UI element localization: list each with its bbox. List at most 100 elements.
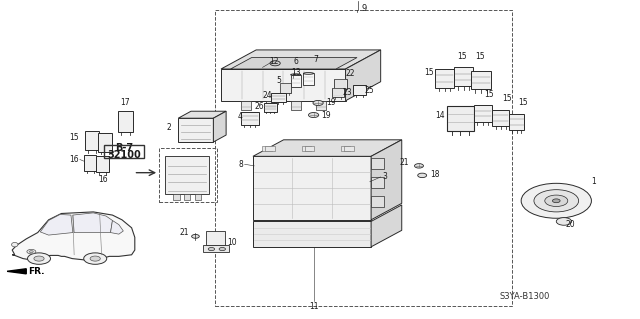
Bar [241,101,251,110]
Circle shape [28,253,51,264]
Text: 2: 2 [166,123,172,132]
Bar [341,146,350,152]
Bar [266,101,276,110]
Circle shape [34,256,44,261]
Bar [371,177,384,188]
Bar [262,146,271,152]
Bar [264,103,276,112]
Circle shape [27,249,36,254]
Circle shape [521,183,591,218]
Bar [371,196,384,207]
Polygon shape [111,220,124,234]
Bar [271,93,285,102]
Text: 15: 15 [484,90,494,99]
Polygon shape [213,111,226,142]
Text: 22: 22 [346,69,355,78]
Text: 9: 9 [362,4,367,13]
Text: 15: 15 [457,52,467,61]
Bar [492,110,509,126]
Polygon shape [371,140,402,220]
Polygon shape [230,57,357,69]
Polygon shape [178,118,213,142]
Circle shape [415,164,424,168]
Polygon shape [221,50,381,69]
Circle shape [418,173,427,178]
Bar [280,83,291,93]
Bar [305,146,314,152]
Bar [435,69,454,88]
Circle shape [270,61,280,66]
Bar [85,131,99,150]
Circle shape [219,248,225,251]
Polygon shape [371,205,402,247]
Polygon shape [253,156,371,220]
Bar [454,67,473,86]
Bar [266,146,275,152]
Bar [291,101,301,110]
Bar [159,148,216,202]
Ellipse shape [291,74,301,76]
Polygon shape [178,111,226,118]
Bar [203,245,228,252]
Text: 23: 23 [342,88,352,97]
Text: S3YA-B1300: S3YA-B1300 [499,292,550,301]
Text: 21: 21 [180,228,189,237]
Text: 15: 15 [475,52,484,61]
Circle shape [84,253,107,264]
Text: 25: 25 [365,86,374,95]
Circle shape [90,256,100,261]
Bar [241,112,259,125]
Circle shape [552,199,560,203]
Bar [371,158,384,169]
Text: 21: 21 [400,158,410,167]
Text: 19: 19 [326,99,336,108]
Text: 19: 19 [321,111,331,120]
Text: 4: 4 [237,112,242,121]
Bar [291,75,301,87]
Bar [353,85,366,95]
Circle shape [308,113,319,118]
Polygon shape [166,156,209,195]
Bar [303,73,314,85]
Bar [184,195,190,200]
Bar [195,195,201,200]
Ellipse shape [303,72,314,74]
Text: 16: 16 [69,155,79,164]
Circle shape [29,251,33,253]
Text: 10: 10 [227,238,237,247]
Polygon shape [12,212,135,260]
Circle shape [556,218,572,225]
Ellipse shape [12,242,18,247]
Circle shape [545,195,568,206]
Circle shape [191,234,199,238]
Text: 11: 11 [309,302,318,311]
Bar [206,231,225,245]
Bar [334,79,347,89]
Text: 32100: 32100 [107,150,141,160]
Polygon shape [253,221,371,247]
Text: 1: 1 [591,177,596,186]
Bar [104,145,145,158]
Text: 15: 15 [69,133,79,142]
Bar [214,10,511,306]
Text: 3: 3 [382,173,387,182]
Circle shape [313,100,323,106]
Text: 15: 15 [518,98,528,107]
Bar [447,106,474,131]
Bar [509,114,524,130]
Text: 7: 7 [314,55,319,64]
Bar [316,101,326,110]
Text: 14: 14 [435,111,445,120]
Bar [332,88,344,97]
Bar [173,195,179,200]
Polygon shape [73,213,113,233]
Bar [118,111,133,132]
Text: B-7: B-7 [115,143,133,153]
Text: 12: 12 [269,56,278,65]
Circle shape [208,248,214,251]
Bar [344,146,353,152]
Bar [301,146,311,152]
Polygon shape [253,140,402,156]
Text: 5: 5 [277,76,282,85]
Circle shape [534,190,579,212]
